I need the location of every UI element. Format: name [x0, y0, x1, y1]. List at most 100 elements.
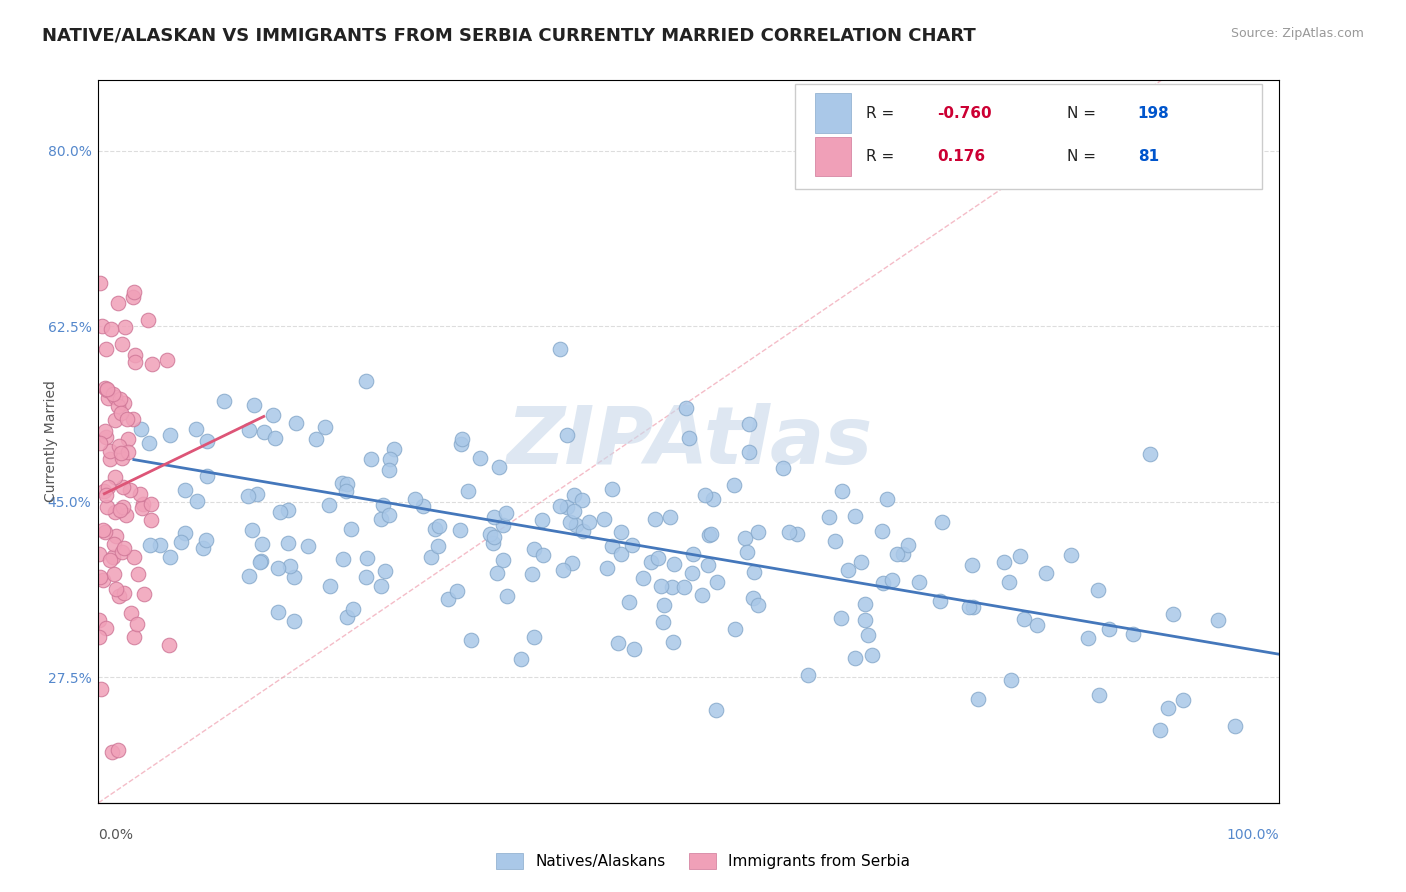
Point	[191, 541, 214, 555]
Point	[572, 524, 595, 538]
Point	[496, 590, 519, 604]
Point	[702, 491, 724, 506]
Point	[650, 579, 672, 593]
Point	[91, 523, 114, 537]
Point	[931, 515, 953, 529]
Point	[336, 476, 359, 491]
Point	[652, 615, 675, 629]
Point	[1012, 612, 1035, 626]
Point	[478, 527, 501, 541]
Point	[837, 563, 859, 577]
Point	[562, 504, 585, 518]
Point	[450, 437, 472, 451]
Point	[117, 445, 139, 459]
Point	[157, 638, 180, 652]
Text: Source: ZipAtlas.com: Source: ZipAtlas.com	[1230, 27, 1364, 40]
Point	[314, 419, 336, 434]
Point	[492, 553, 515, 567]
Point	[91, 573, 114, 587]
Point	[893, 547, 915, 561]
Point	[186, 494, 208, 508]
Point	[122, 630, 145, 644]
Text: R =: R =	[866, 149, 900, 164]
Point	[242, 398, 264, 412]
Point	[675, 401, 697, 415]
Point	[647, 550, 669, 565]
Point	[91, 318, 114, 333]
Point	[860, 648, 883, 662]
Point	[159, 427, 181, 442]
Point	[831, 483, 853, 498]
Point	[96, 384, 118, 398]
Point	[238, 490, 260, 504]
Point	[340, 522, 363, 536]
Point	[195, 468, 218, 483]
Point	[741, 591, 763, 605]
Point	[240, 523, 263, 537]
Point	[1206, 613, 1229, 627]
Point	[139, 497, 162, 511]
Point	[427, 539, 450, 553]
Point	[117, 432, 139, 446]
Point	[378, 508, 401, 523]
Point	[250, 554, 273, 568]
Point	[129, 422, 152, 436]
Point	[692, 588, 714, 602]
FancyBboxPatch shape	[815, 94, 851, 133]
FancyBboxPatch shape	[815, 136, 851, 177]
Point	[530, 513, 553, 527]
Point	[1087, 582, 1109, 597]
Point	[682, 566, 704, 581]
Point	[336, 609, 359, 624]
Point	[319, 579, 342, 593]
Point	[706, 574, 728, 589]
Point	[118, 483, 141, 497]
Point	[697, 528, 720, 542]
Point	[263, 431, 285, 445]
Point	[111, 481, 134, 495]
Point	[108, 439, 131, 453]
Point	[662, 635, 685, 649]
Point	[870, 524, 893, 538]
Point	[285, 416, 308, 430]
Point	[105, 582, 128, 597]
Point	[565, 518, 588, 533]
Point	[107, 400, 129, 414]
Point	[104, 505, 127, 519]
Point	[96, 382, 118, 396]
Point	[297, 540, 319, 554]
Point	[1161, 607, 1184, 621]
Point	[742, 566, 765, 580]
Point	[98, 443, 121, 458]
Point	[734, 531, 756, 545]
Point	[600, 540, 623, 554]
Point	[332, 552, 354, 566]
Point	[966, 692, 988, 706]
Point	[94, 430, 117, 444]
Point	[134, 587, 156, 601]
Point	[108, 589, 131, 603]
Text: N =: N =	[1067, 149, 1101, 164]
Point	[484, 530, 506, 544]
Point	[318, 498, 340, 512]
Point	[449, 523, 471, 537]
Point	[786, 527, 808, 541]
Legend: Natives/Alaskans, Immigrants from Serbia: Natives/Alaskans, Immigrants from Serbia	[489, 847, 917, 875]
Point	[111, 451, 134, 466]
Point	[269, 505, 291, 519]
Point	[114, 319, 136, 334]
Point	[644, 512, 666, 526]
Text: N =: N =	[1067, 106, 1101, 121]
Point	[907, 574, 929, 589]
Point	[115, 508, 138, 523]
Text: 198: 198	[1137, 106, 1170, 121]
Point	[356, 551, 378, 566]
Point	[485, 566, 508, 580]
Point	[404, 491, 426, 506]
Point	[1122, 627, 1144, 641]
Point	[1010, 549, 1032, 563]
Point	[112, 500, 135, 514]
Text: Currently Married: Currently Married	[44, 381, 58, 502]
Point	[111, 545, 134, 559]
Point	[560, 556, 582, 570]
